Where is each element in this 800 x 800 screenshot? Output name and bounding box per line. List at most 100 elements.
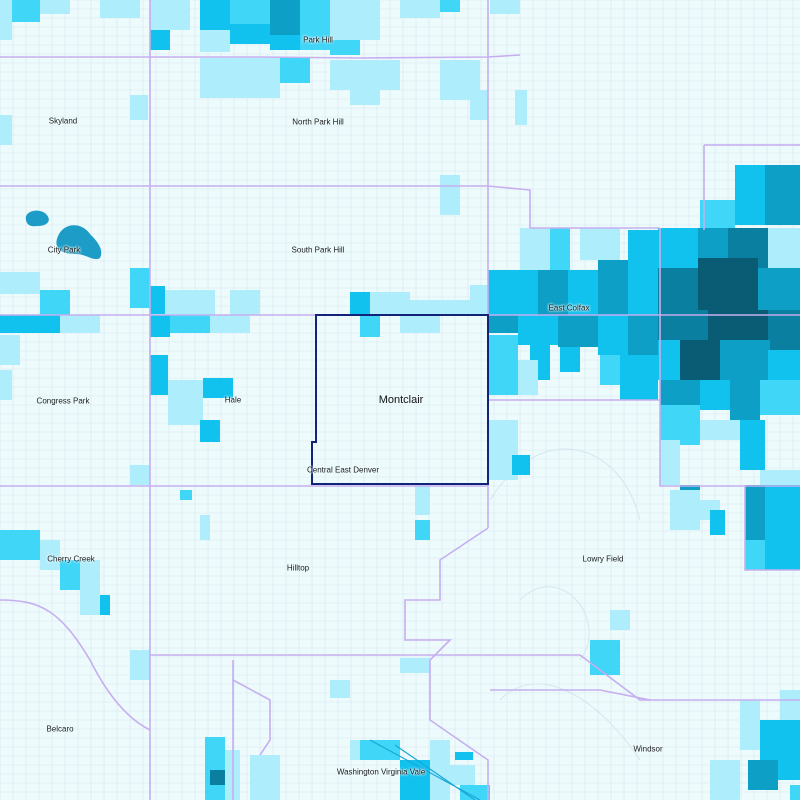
density-cell: [768, 350, 800, 380]
density-cell: [400, 658, 430, 673]
density-cell: [168, 380, 203, 425]
density-cell: [580, 228, 620, 260]
city-park-lakes: [25, 210, 102, 260]
density-cell: [200, 515, 210, 540]
density-cell: [0, 272, 40, 294]
density-cell: [230, 0, 270, 24]
density-cell: [700, 420, 740, 440]
density-cell: [610, 610, 630, 630]
density-cell: [300, 20, 330, 50]
density-cell: [170, 315, 210, 333]
density-cell: [180, 490, 192, 500]
density-cell: [760, 380, 800, 415]
density-cell: [300, 0, 330, 20]
density-cell: [680, 340, 720, 380]
density-cell: [330, 40, 360, 55]
density-cell: [538, 270, 568, 315]
density-cell: [350, 292, 370, 314]
boundary-line: [0, 185, 660, 229]
density-cell: [60, 315, 100, 333]
density-cell: [0, 530, 40, 560]
density-cell: [765, 165, 800, 225]
density-cell: [40, 290, 70, 315]
density-cell: [700, 380, 730, 410]
density-cell: [520, 228, 550, 270]
density-cell: [470, 90, 488, 120]
density-cell: [558, 315, 598, 347]
boundary-line: [579, 654, 800, 701]
boundary-line: [232, 679, 271, 756]
density-cell: [280, 58, 310, 83]
density-cell: [628, 230, 658, 315]
density-cell: [460, 785, 490, 800]
density-cell: [0, 115, 12, 145]
lake-city-park: [56, 225, 102, 260]
density-cell: [210, 315, 250, 333]
density-cell: [660, 405, 700, 445]
density-cell: [740, 700, 760, 750]
density-cell: [350, 90, 380, 105]
montclair-outline[interactable]: [311, 314, 489, 485]
density-cell: [150, 315, 170, 337]
density-cell: [230, 290, 260, 315]
density-cell: [400, 0, 440, 18]
density-cell: [130, 465, 150, 485]
boundary-line: [404, 527, 489, 800]
density-cell: [80, 560, 100, 615]
density-cell: [670, 490, 700, 530]
density-cell: [400, 760, 430, 800]
density-cell: [370, 292, 410, 314]
density-cell: [598, 260, 628, 315]
density-cell: [598, 315, 628, 355]
boundary-line: [0, 599, 151, 731]
density-cell: [150, 355, 168, 395]
density-cell: [400, 315, 440, 333]
density-cell: [203, 378, 233, 398]
density-cell: [790, 785, 800, 800]
density-cell: [130, 650, 150, 680]
density-cell: [0, 370, 12, 400]
density-cell: [250, 755, 280, 800]
density-cell: [450, 765, 475, 785]
density-cell: [150, 286, 165, 314]
density-cell: [415, 520, 430, 540]
density-cell: [515, 90, 527, 125]
curved-streets: [489, 448, 641, 761]
density-cell: [512, 455, 530, 475]
density-cell: [0, 315, 60, 333]
density-cell: [230, 24, 270, 44]
density-cell: [550, 228, 570, 270]
density-cell: [0, 0, 12, 40]
density-cell: [150, 0, 190, 30]
density-cell: [568, 270, 598, 315]
density-cell: [735, 165, 765, 225]
density-cell: [488, 335, 518, 395]
density-cell: [518, 315, 558, 345]
density-cell: [745, 540, 765, 570]
density-cell: [700, 200, 735, 228]
density-cell: [360, 315, 380, 337]
density-cell: [200, 58, 280, 98]
density-cell: [698, 228, 728, 258]
density-cell: [765, 485, 800, 570]
density-cell: [100, 0, 140, 18]
density-cell: [150, 30, 170, 50]
density-cell: [748, 760, 778, 790]
density-cell: [710, 510, 725, 535]
density-cell: [200, 0, 230, 30]
density-cell: [698, 258, 758, 310]
density-cell: [658, 228, 698, 268]
density-cell: [270, 0, 300, 35]
density-cell: [745, 485, 765, 540]
density-cell: [488, 270, 538, 315]
density-cell: [430, 740, 450, 800]
lake-ferril: [25, 210, 49, 227]
density-cell: [210, 770, 225, 785]
density-cell: [440, 175, 460, 215]
road-line: [369, 739, 481, 800]
density-cell: [768, 228, 800, 268]
